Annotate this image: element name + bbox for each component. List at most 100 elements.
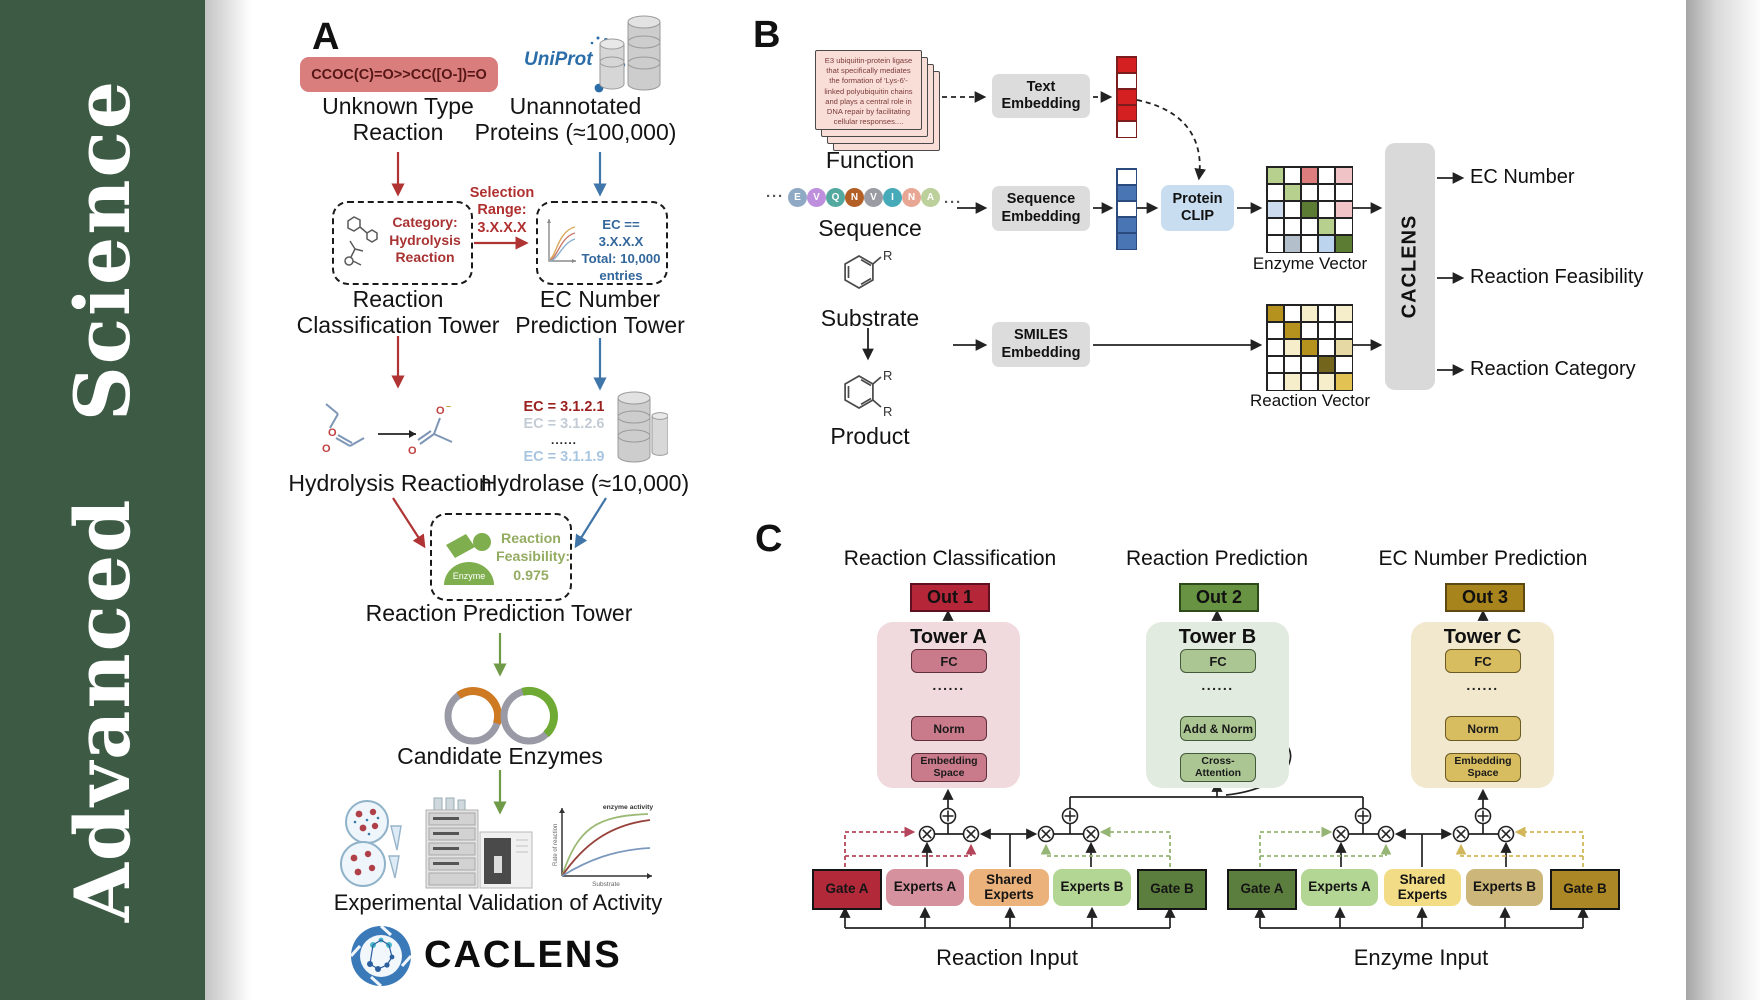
kinetics-annotation: enzyme activity — [603, 804, 653, 811]
matrix-cell — [1267, 236, 1284, 252]
ec-result-list: EC = 3.1.2.1 EC = 3.1.2.6 ...... EC = 3.… — [518, 399, 610, 465]
matrix-cell — [1284, 218, 1301, 235]
ec-number-tower-label: EC Number Prediction Tower — [515, 286, 685, 338]
text-embedding-box: Text Embedding — [992, 74, 1090, 118]
tower-b-fc: FC — [1180, 649, 1256, 673]
matrix-cell — [1284, 374, 1301, 390]
tower-b-add-norm: Add & Norm — [1180, 716, 1256, 741]
out3-box: Out 3 — [1445, 583, 1525, 612]
hplc-instrument-icon — [425, 797, 533, 889]
panel-c-label: C — [755, 518, 783, 560]
tower-c-title: Tower C — [1443, 626, 1522, 648]
matrix-cell — [1301, 201, 1318, 218]
matrix-cell — [1318, 374, 1335, 390]
kinetics-plot-icon: Rate of reaction Substrate enzyme activi… — [553, 804, 653, 888]
matrix-cell — [1117, 169, 1136, 185]
tower-a-title: Tower A — [910, 626, 987, 648]
matrix-cell — [1336, 218, 1352, 235]
uniprot-logo-text: UniProt — [524, 49, 593, 70]
matrix-cell — [1318, 201, 1335, 218]
out1-box: Out 1 — [910, 583, 990, 612]
matrix-cell — [1301, 305, 1318, 322]
matrix-cell — [1301, 356, 1318, 373]
gate-a-enzyme: Gate A — [1227, 869, 1297, 910]
matrix-cell — [1284, 339, 1301, 356]
tower-c-dots: ...... — [1466, 677, 1499, 693]
matrix-cell — [1117, 105, 1136, 121]
panel-a-label: A — [312, 16, 340, 58]
gate-b-reaction: Gate B — [1137, 869, 1207, 910]
tower-c-embedding-space: Embedding Space — [1445, 753, 1521, 782]
tower-c-norm: Norm — [1445, 716, 1521, 741]
hydrolase-label: Hydrolase (≈10,000) — [480, 470, 690, 496]
function-card-front: E3 ubiquitin-protein ligase that specifi… — [815, 50, 922, 130]
enzyme-vector-label: Enzyme Vector — [1252, 254, 1368, 273]
experts-a-reaction: Experts A — [886, 869, 964, 906]
svg-text:–: – — [446, 401, 451, 411]
category-text: Category: Hydrolysis Reaction — [389, 214, 461, 265]
sequence-bead: E — [788, 188, 807, 207]
matrix-cell — [1284, 305, 1301, 322]
tower-a-norm: Norm — [911, 716, 987, 741]
sequence-bead: V — [807, 188, 826, 207]
sequence-label: Sequence — [818, 215, 922, 241]
hydrolysis-reaction-label: Hydrolysis Reaction — [288, 470, 492, 496]
matrix-cell — [1301, 339, 1318, 356]
svg-text:O: O — [322, 443, 331, 455]
matrix-cell — [1267, 356, 1284, 373]
ec-item: EC = 3.1.1.9 — [523, 448, 605, 465]
reaction-vector-label: Reaction Vector — [1249, 391, 1370, 410]
text-embedding-vector — [1116, 56, 1137, 138]
smiles-reaction-box: CCOC(C)=O>>CC([O-])=O — [300, 57, 498, 92]
tower-c-fc: FC — [1445, 649, 1521, 673]
caclens-logo-icon — [349, 924, 413, 988]
kinetics-ylabel: Rate of reaction — [553, 824, 559, 866]
sequence-ellipsis-left: ··· — [766, 188, 784, 205]
plus-nodes — [939, 807, 1492, 825]
matrix-cell — [1267, 374, 1284, 390]
matrix-cell — [1267, 184, 1284, 201]
matrix-cell — [1336, 236, 1352, 252]
sequence-ellipsis-right: ··· — [944, 194, 962, 211]
hydrolysis-molecules-icon: O O O – O — [322, 401, 453, 457]
candidate-enzymes-label: Candidate Enzymes — [397, 743, 603, 769]
matrix-cell — [1301, 374, 1318, 390]
matrix-cell — [1117, 73, 1136, 89]
svg-text:O: O — [328, 427, 337, 439]
output-reaction-feasibility: Reaction Feasibility — [1470, 266, 1644, 288]
matrix-cell — [1267, 218, 1284, 235]
sequence-bead: A — [921, 188, 940, 207]
function-card-text: E3 ubiquitin-protein ligase that specifi… — [824, 56, 913, 127]
tower-a-dots: ...... — [932, 677, 965, 693]
output-ec-number: EC Number — [1470, 166, 1575, 188]
tower-a-embedding-space: Embedding Space — [911, 753, 987, 782]
matrix-cell — [1336, 184, 1352, 201]
matrix-cell — [1336, 305, 1352, 322]
tower-b-cross-attention: Cross- Attention — [1180, 753, 1256, 782]
matrix-cell — [1117, 89, 1136, 105]
matrix-cell — [1284, 236, 1301, 252]
page-right-shadow — [1686, 0, 1760, 1000]
sequence-bead: Q — [826, 188, 845, 207]
product-label: Product — [830, 423, 910, 449]
out2-box: Out 2 — [1179, 583, 1259, 612]
reaction-feasibility-box: Enzyme Reaction Feasibility: 0.975 — [430, 513, 572, 601]
ec-item: EC = 3.1.2.1 — [523, 399, 605, 415]
curves-plot-icon — [547, 219, 576, 263]
reaction-input-label: Reaction Input — [936, 945, 1078, 970]
unannotated-proteins-label: Unannotated Proteins (≈100,000) — [474, 93, 677, 145]
protein-database-icon — [599, 15, 661, 91]
matrix-cell — [1117, 185, 1136, 201]
function-cards-stack: E3 ubiquitin-protein ligase that specifi… — [815, 50, 941, 152]
substrate-molecule-icon: R — [844, 248, 892, 289]
ec-item: ...... — [550, 433, 577, 447]
matrix-cell — [1267, 167, 1284, 184]
experts-a-enzyme: Experts A — [1301, 869, 1378, 906]
tower-b: Tower B FC ...... Add & Norm Cross- Atte… — [1146, 622, 1289, 788]
page-left-shadow — [205, 0, 251, 1000]
matrix-cell — [1301, 218, 1318, 235]
matrix-cell — [1301, 184, 1318, 201]
sequence-bead: V — [864, 188, 883, 207]
